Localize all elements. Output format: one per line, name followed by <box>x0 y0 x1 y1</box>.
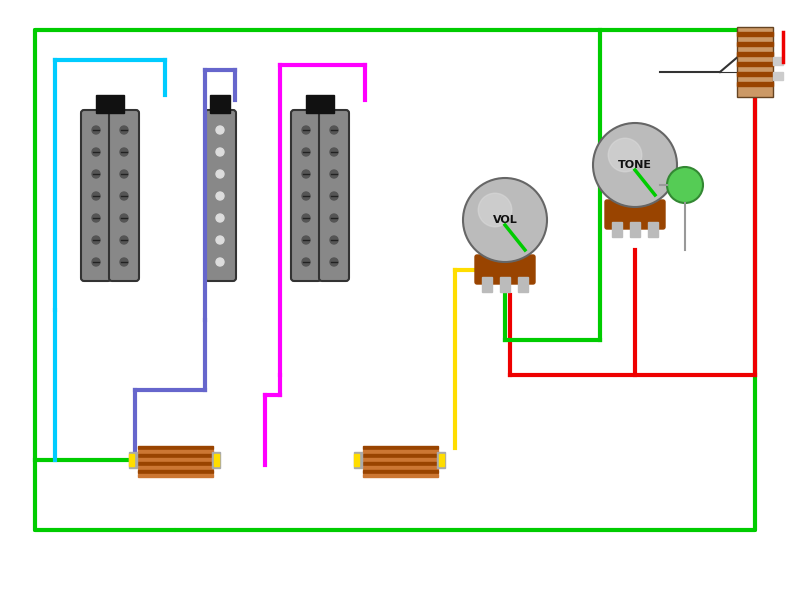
Bar <box>138 450 213 453</box>
FancyBboxPatch shape <box>319 110 349 281</box>
Circle shape <box>302 126 310 134</box>
Bar <box>214 454 219 466</box>
Circle shape <box>667 167 703 203</box>
Circle shape <box>330 214 338 222</box>
Bar <box>439 454 444 466</box>
Bar <box>363 474 438 477</box>
Bar <box>773 57 783 65</box>
Bar <box>737 27 773 97</box>
Bar <box>138 458 213 461</box>
Circle shape <box>216 170 224 178</box>
Circle shape <box>216 148 224 156</box>
Circle shape <box>120 126 128 134</box>
Bar <box>612 222 622 237</box>
Circle shape <box>608 138 642 172</box>
Circle shape <box>216 236 224 244</box>
Bar <box>354 452 362 468</box>
Bar <box>96 95 124 113</box>
Bar <box>500 277 510 292</box>
Bar <box>212 452 220 468</box>
Bar <box>138 454 213 457</box>
Circle shape <box>463 178 547 262</box>
Bar <box>737 42 773 46</box>
Circle shape <box>330 170 338 178</box>
FancyBboxPatch shape <box>205 110 236 281</box>
Circle shape <box>216 258 224 266</box>
Circle shape <box>330 236 338 244</box>
Circle shape <box>92 192 100 200</box>
Circle shape <box>120 148 128 156</box>
Bar <box>737 82 773 86</box>
Circle shape <box>120 258 128 266</box>
Bar <box>737 32 773 36</box>
Circle shape <box>478 193 512 227</box>
Bar <box>648 222 658 237</box>
Circle shape <box>302 170 310 178</box>
Bar <box>138 466 213 469</box>
Circle shape <box>92 214 100 222</box>
Bar <box>363 450 438 453</box>
Bar <box>138 470 213 473</box>
Circle shape <box>302 236 310 244</box>
Bar <box>363 462 438 465</box>
Bar <box>129 452 137 468</box>
Bar <box>363 458 438 461</box>
Circle shape <box>330 258 338 266</box>
Bar <box>138 446 213 449</box>
Circle shape <box>92 170 100 178</box>
Circle shape <box>216 214 224 222</box>
Circle shape <box>593 123 677 207</box>
Circle shape <box>216 192 224 200</box>
Bar <box>482 277 492 292</box>
Bar <box>737 52 773 56</box>
FancyBboxPatch shape <box>109 110 139 281</box>
Bar <box>363 454 438 457</box>
Bar <box>354 454 359 466</box>
FancyBboxPatch shape <box>605 200 665 229</box>
Bar <box>363 446 438 449</box>
Circle shape <box>302 258 310 266</box>
Bar <box>129 454 134 466</box>
Bar <box>630 222 640 237</box>
FancyBboxPatch shape <box>475 255 535 284</box>
Bar <box>518 277 528 292</box>
Circle shape <box>92 148 100 156</box>
Bar <box>138 474 213 477</box>
Text: TONE: TONE <box>618 160 652 170</box>
Circle shape <box>120 236 128 244</box>
Circle shape <box>302 148 310 156</box>
Bar <box>210 95 230 113</box>
Bar <box>138 462 213 465</box>
FancyBboxPatch shape <box>81 110 111 281</box>
Circle shape <box>92 236 100 244</box>
Circle shape <box>330 148 338 156</box>
Text: VOL: VOL <box>493 215 518 225</box>
Bar <box>773 72 783 80</box>
Circle shape <box>92 126 100 134</box>
FancyBboxPatch shape <box>291 110 321 281</box>
Bar <box>437 452 445 468</box>
Circle shape <box>330 126 338 134</box>
Circle shape <box>120 214 128 222</box>
Bar <box>737 72 773 76</box>
Bar <box>363 470 438 473</box>
Circle shape <box>330 192 338 200</box>
Bar <box>363 466 438 469</box>
Bar <box>737 62 773 66</box>
Circle shape <box>120 170 128 178</box>
Circle shape <box>302 192 310 200</box>
Bar <box>306 95 334 113</box>
Circle shape <box>92 258 100 266</box>
Circle shape <box>120 192 128 200</box>
Circle shape <box>302 214 310 222</box>
Circle shape <box>216 126 224 134</box>
